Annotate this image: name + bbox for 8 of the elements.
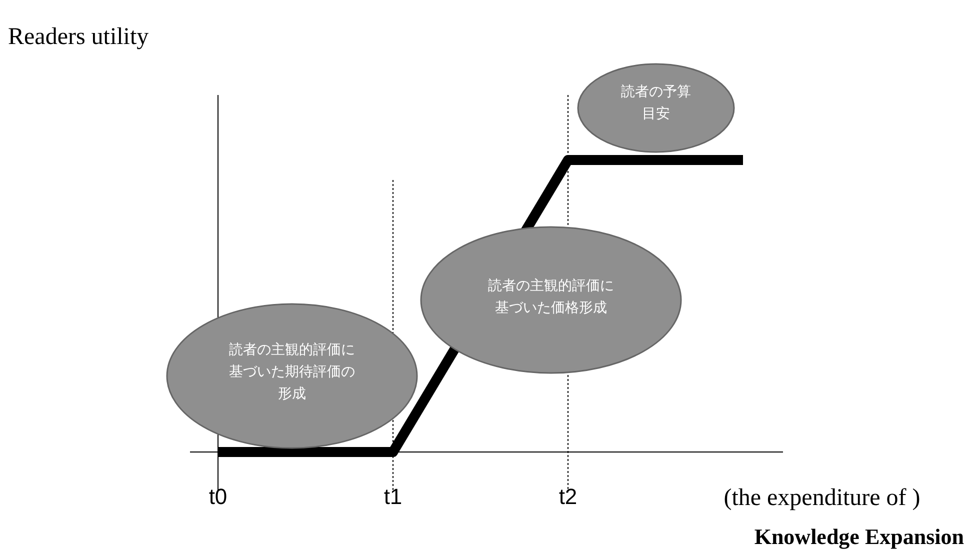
annotation: 読者の主観的評価に基づいた価格形成	[488, 278, 614, 316]
x-tick-label: t0	[208, 484, 228, 509]
y-axis-title: Readers utility	[8, 24, 149, 50]
text: 読者の予算目安	[621, 84, 691, 122]
annotation: 読者の主観的評価に基づいた期待評価の形成	[229, 342, 355, 402]
x-axis-title: (the expenditure of ) Knowledge Expansion	[724, 485, 964, 549]
x-tick-label: t1	[384, 484, 402, 509]
x-tick-label: t2	[558, 484, 578, 509]
